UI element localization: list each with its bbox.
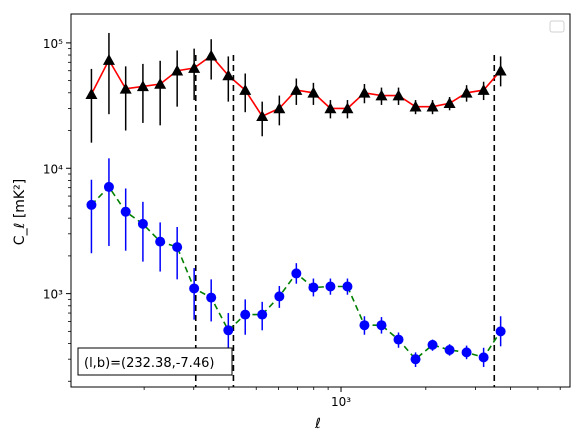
y-tick-label: 10⁵	[43, 37, 63, 51]
series-1-point	[171, 64, 184, 76]
series-2-point	[444, 345, 455, 356]
series-2-point	[155, 236, 166, 247]
series-layer	[85, 32, 507, 367]
series-2-point	[359, 320, 370, 331]
series-1-point	[119, 82, 132, 94]
legend-box	[549, 20, 565, 33]
series-2-point	[325, 281, 336, 292]
series-1-point	[205, 49, 218, 61]
series-1-point	[324, 102, 337, 114]
x-tick-label: 10³	[331, 395, 351, 409]
series-1-point	[494, 64, 507, 76]
series-2-point	[291, 268, 302, 279]
y-tick-label: 10³	[43, 288, 63, 302]
series-1-point	[102, 54, 115, 65]
annotation-text: (l,b)=(232.38,-7.46)	[84, 356, 214, 371]
series-1-point	[375, 89, 388, 101]
series-1-point	[307, 86, 320, 98]
series-2-point	[461, 347, 472, 358]
series-1-point	[290, 84, 303, 95]
annotation-box	[77, 347, 233, 376]
series-2-point	[342, 281, 353, 292]
series-2-point	[495, 326, 506, 337]
series-2-point	[376, 320, 387, 331]
vertical-lines-group	[194, 55, 496, 387]
series-1-group	[85, 32, 507, 143]
series-2-point	[427, 339, 438, 350]
series-2-point	[103, 181, 114, 192]
series-2-point	[478, 352, 489, 363]
series-1-point	[392, 89, 405, 101]
series-2-point	[274, 291, 285, 302]
series-1-point	[341, 102, 354, 114]
series-1-point	[188, 62, 201, 73]
series-2-point	[137, 218, 148, 229]
series-1-point	[85, 88, 98, 99]
y-axis-label: C_ℓ [mK²]	[12, 179, 28, 245]
series-2-point	[189, 283, 200, 294]
series-1-point	[273, 102, 286, 114]
series-2-point	[240, 309, 251, 320]
series-1-point	[239, 84, 252, 95]
series-2-point	[223, 325, 234, 336]
series-2-point	[410, 354, 421, 365]
series-2-point	[172, 242, 183, 253]
series-1-point	[154, 78, 167, 89]
series-1-point	[443, 97, 456, 109]
series-2-point	[206, 292, 217, 303]
series-1-point	[222, 69, 235, 81]
series-1-point	[460, 86, 473, 98]
series-2-group	[86, 158, 506, 367]
plot-area-background	[71, 14, 570, 387]
series-1-point	[409, 100, 422, 112]
axis-ticks-group: 10³ 10⁴ 10⁵ 10³	[43, 37, 561, 409]
series-2-point	[308, 282, 319, 293]
series-1-point	[136, 80, 149, 92]
plot-frame	[70, 13, 571, 388]
series-1-point	[256, 110, 269, 122]
series-2-point	[393, 334, 404, 345]
series-2-point	[257, 309, 268, 320]
series-2-point	[120, 206, 131, 217]
series-1-point	[426, 100, 439, 112]
series-1-point	[358, 86, 371, 98]
y-tick-label: 10⁴	[43, 162, 63, 176]
series-2-point	[86, 199, 97, 210]
series-1-point	[477, 84, 490, 95]
x-axis-label: ℓ	[314, 416, 321, 432]
